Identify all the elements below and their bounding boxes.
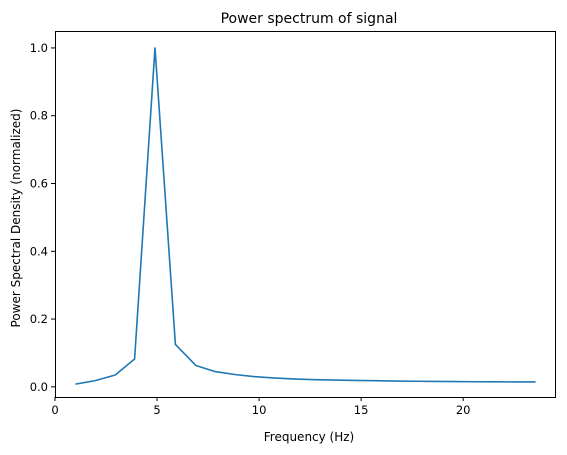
chart-title: Power spectrum of signal <box>221 11 398 27</box>
y-tick-label: 0.4 <box>30 244 48 258</box>
x-tick-label: 20 <box>456 403 471 417</box>
y-tick-label: 0.2 <box>30 312 48 326</box>
y-tick-label: 0.6 <box>30 177 48 191</box>
x-axis-label: Frequency (Hz) <box>264 430 355 444</box>
y-tick-label: 1.0 <box>30 41 48 55</box>
y-tick-label: 0.8 <box>30 109 48 123</box>
plot-area <box>55 31 556 398</box>
y-axis-ticks: 0.0 0.2 0.4 0.6 0.8 1.0 <box>30 41 55 394</box>
x-tick-label: 0 <box>51 403 58 417</box>
x-tick-label: 15 <box>354 403 369 417</box>
axes-frame <box>55 31 556 398</box>
series-line-0 <box>75 47 536 385</box>
x-axis-ticks: 0 5 10 15 20 <box>51 397 470 417</box>
x-tick-label: 10 <box>252 403 267 417</box>
y-tick-label: 0.0 <box>30 380 48 394</box>
y-axis-label: Power Spectral Density (normalized) <box>9 109 23 328</box>
data-marks <box>75 47 536 385</box>
x-tick-label: 5 <box>153 403 160 417</box>
